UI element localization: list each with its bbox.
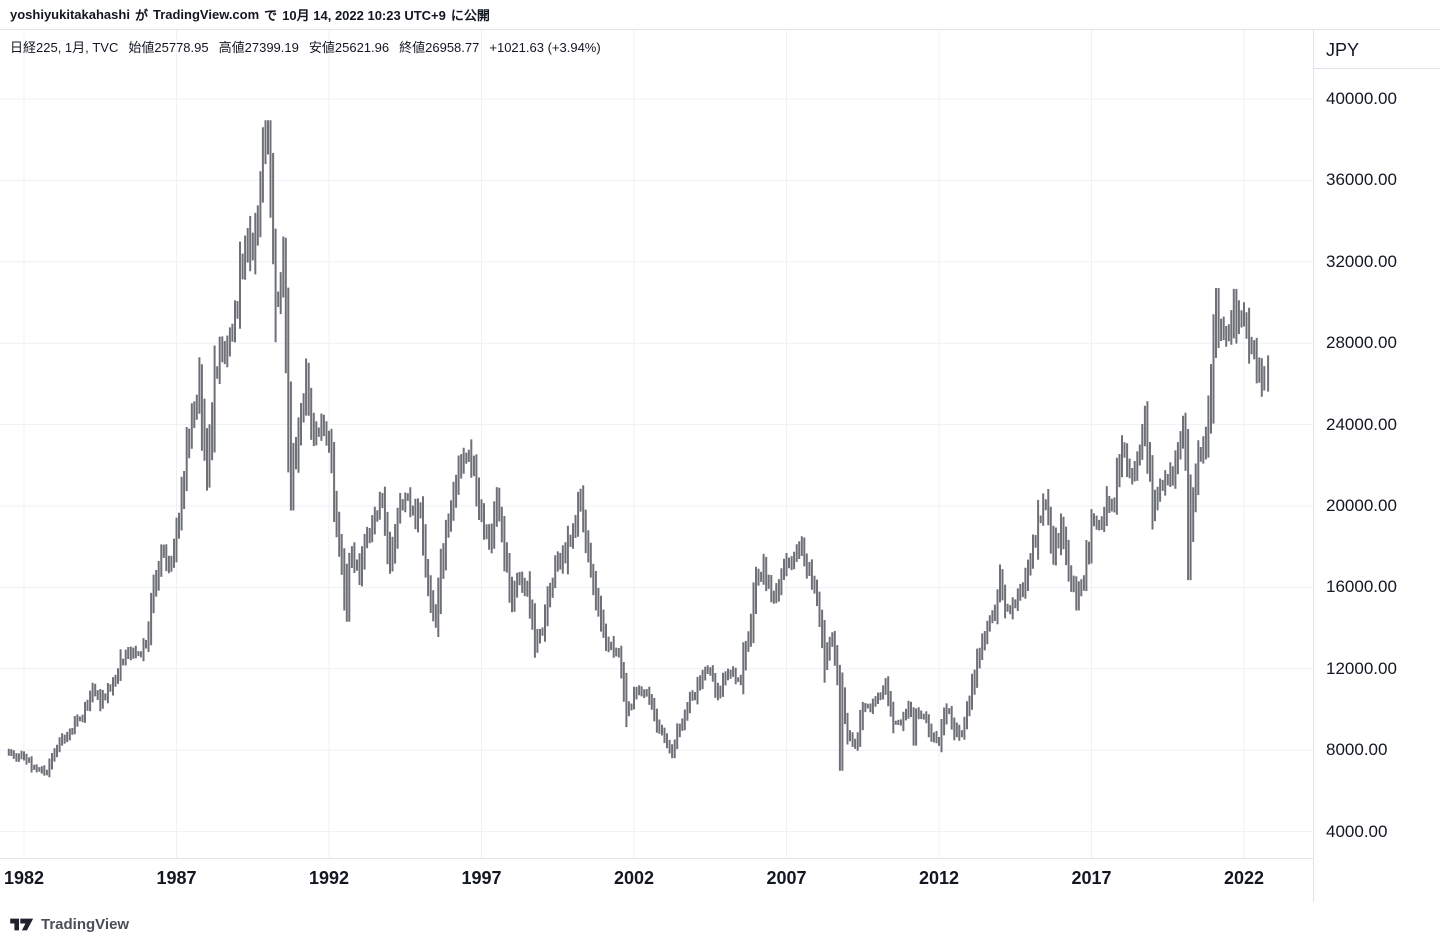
attribution-published-suffix: に公開 bbox=[450, 8, 490, 23]
attribution-timestamp: 10月 14, 2022 10:23 UTC+9 bbox=[282, 8, 446, 23]
price-tick-label: 12000.00 bbox=[1326, 658, 1397, 678]
attribution-username-link[interactable]: yoshiyukitakahashi bbox=[10, 7, 130, 22]
time-tick-label: 1992 bbox=[308, 868, 350, 888]
time-tick-label: 1997 bbox=[461, 868, 502, 888]
price-tick-label: 28000.00 bbox=[1326, 333, 1397, 353]
currency-cell: JPY bbox=[1314, 30, 1440, 69]
time-axis[interactable]: 1982 1987 1992 1997 2002 2007 2012 2017 2022 bbox=[0, 858, 1313, 902]
legend-change: +1021.63 (+3.94%) bbox=[489, 40, 601, 55]
tradingview-logo-icon bbox=[10, 918, 34, 930]
price-tick-label: 4000.00 bbox=[1326, 821, 1388, 841]
legend-low: 安値25621.96 bbox=[308, 40, 390, 55]
chart-widget: 日経225, 1月, TVC 始値25778.95 高値27399.19 安値2… bbox=[0, 29, 1440, 902]
time-tick-label: 1982 bbox=[3, 868, 45, 888]
tradingview-logo-link[interactable]: TradingView bbox=[10, 916, 129, 933]
currency-label: JPY bbox=[1326, 40, 1360, 60]
legend-open: 始値25778.95 bbox=[128, 40, 209, 55]
time-tick-label: 2017 bbox=[1071, 868, 1112, 888]
legend-symbol-title: 日経225, 1月, TVC bbox=[10, 40, 119, 55]
price-tick-label: 16000.00 bbox=[1326, 577, 1397, 597]
price-tick-label: 36000.00 bbox=[1326, 170, 1397, 190]
price-chart-canvas bbox=[0, 30, 1313, 858]
price-tick-label: 20000.00 bbox=[1326, 496, 1397, 515]
price-tick-label: 32000.00 bbox=[1326, 251, 1397, 271]
attribution-particle: が bbox=[134, 8, 148, 23]
time-tick-label: 2002 bbox=[613, 868, 655, 888]
chart-pane[interactable]: 日経225, 1月, TVC 始値25778.95 高値27399.19 安値2… bbox=[0, 30, 1313, 858]
footer-bar: TradingView bbox=[0, 903, 1440, 945]
price-tick-label: 40000.00 bbox=[1326, 89, 1397, 108]
grid-lines bbox=[0, 30, 1313, 858]
chart-legend: 日経225, 1月, TVC 始値25778.95 高値27399.19 安値2… bbox=[10, 37, 601, 56]
tradingview-brand-text: TradingView bbox=[41, 915, 130, 933]
legend-high: 高値27399.19 bbox=[218, 40, 299, 55]
price-bars-series bbox=[7, 120, 1270, 778]
time-tick-label: 2012 bbox=[918, 868, 960, 888]
price-axis[interactable]: JPY 40000.00 36000.00 32000.00 28000.00 2400… bbox=[1313, 30, 1440, 902]
price-tick-label: 24000.00 bbox=[1326, 414, 1397, 434]
time-tick-label: 2022 bbox=[1223, 868, 1265, 888]
attribution-particle: で bbox=[264, 8, 278, 23]
price-tick-label: 8000.00 bbox=[1326, 740, 1388, 760]
attribution-site-link[interactable]: TradingView.com bbox=[152, 7, 260, 22]
time-tick-label: 2007 bbox=[766, 868, 807, 888]
attribution-bar: yoshiyukitakahashi が TradingView.com で 1… bbox=[0, 0, 1440, 29]
legend-close: 終値26958.77 bbox=[399, 40, 480, 55]
time-tick-label: 1987 bbox=[156, 868, 197, 888]
